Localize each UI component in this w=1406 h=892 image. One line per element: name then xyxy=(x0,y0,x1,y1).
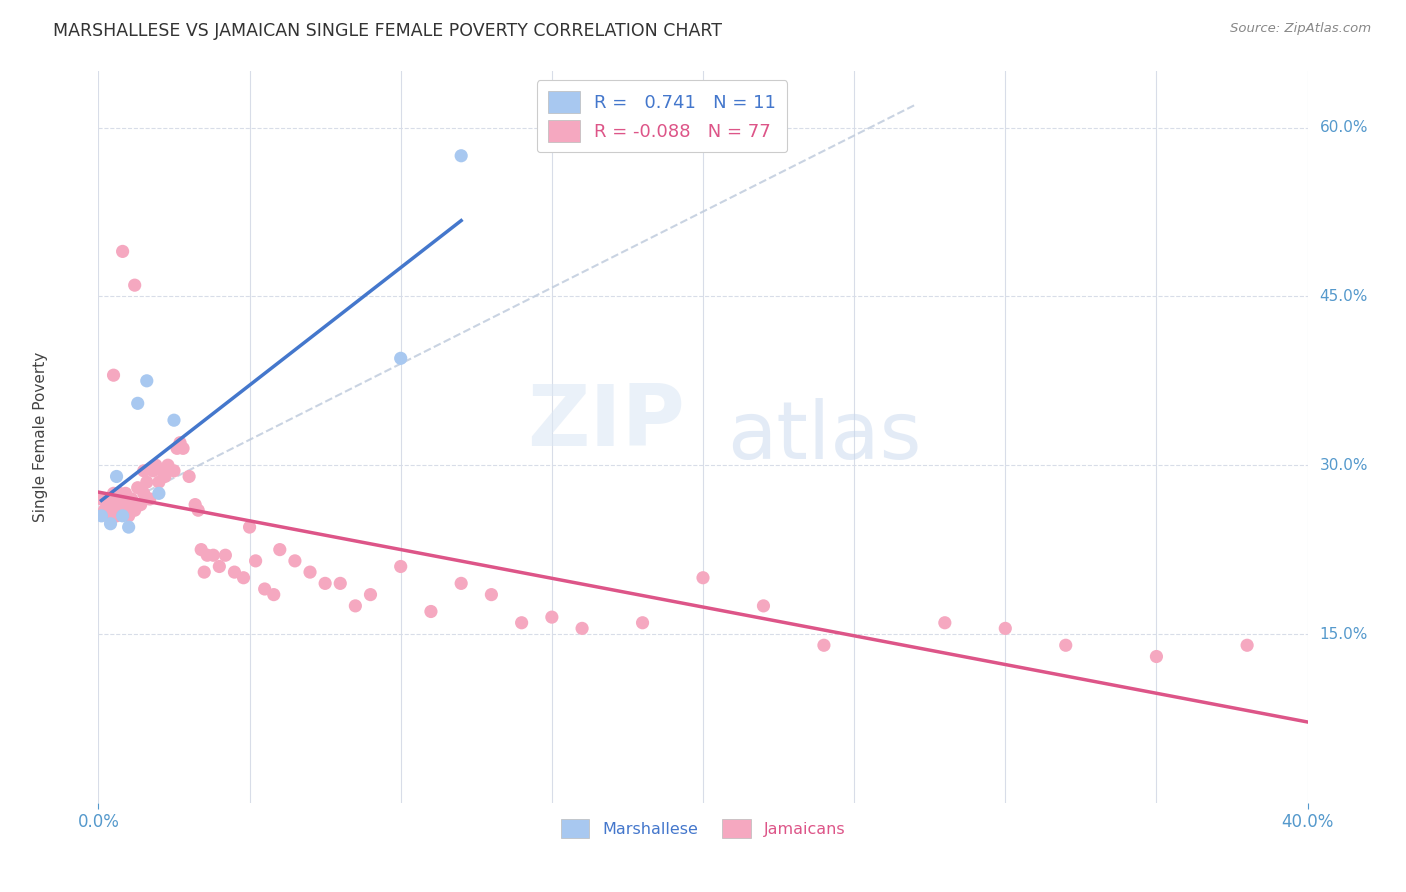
Point xyxy=(481,588,503,602)
Point xyxy=(139,491,162,506)
Point xyxy=(571,621,593,635)
Point xyxy=(118,520,141,534)
Point xyxy=(540,610,562,624)
Point xyxy=(103,368,125,383)
Point xyxy=(111,244,134,259)
Point xyxy=(169,435,191,450)
Text: 60.0%: 60.0% xyxy=(1320,120,1368,135)
Point xyxy=(105,491,128,506)
Point xyxy=(90,491,112,506)
Point xyxy=(195,548,218,562)
Point xyxy=(510,615,533,630)
Point xyxy=(1236,638,1258,652)
Point xyxy=(153,469,176,483)
Point xyxy=(93,503,115,517)
Point xyxy=(389,559,412,574)
Text: ZIP: ZIP xyxy=(527,381,685,464)
Point xyxy=(1144,649,1167,664)
Point xyxy=(284,554,307,568)
Point xyxy=(344,599,367,613)
Point xyxy=(813,638,835,652)
Point xyxy=(96,491,118,506)
Point xyxy=(124,278,146,293)
Point xyxy=(150,464,173,478)
Point xyxy=(108,498,131,512)
Point xyxy=(118,491,141,506)
Point xyxy=(135,374,157,388)
Point xyxy=(111,508,134,523)
Point xyxy=(420,605,443,619)
Point xyxy=(208,559,231,574)
Point xyxy=(114,486,136,500)
Point xyxy=(166,442,188,456)
Point xyxy=(184,498,207,512)
Point xyxy=(163,413,186,427)
Text: 15.0%: 15.0% xyxy=(1320,626,1368,641)
Point xyxy=(314,576,336,591)
Point xyxy=(245,554,267,568)
Point xyxy=(163,464,186,478)
Point xyxy=(269,542,291,557)
Text: 30.0%: 30.0% xyxy=(1320,458,1368,473)
Point xyxy=(105,469,128,483)
Point xyxy=(239,520,262,534)
Point xyxy=(103,503,125,517)
Point xyxy=(111,498,134,512)
Text: Source: ZipAtlas.com: Source: ZipAtlas.com xyxy=(1230,22,1371,36)
Point xyxy=(253,582,276,596)
Point xyxy=(135,475,157,489)
Point xyxy=(202,548,225,562)
Legend: Marshallese, Jamaicans: Marshallese, Jamaicans xyxy=(553,811,853,846)
Point xyxy=(142,464,165,478)
Point xyxy=(193,565,215,579)
Text: Single Female Poverty: Single Female Poverty xyxy=(32,352,48,522)
Point xyxy=(692,571,714,585)
Point xyxy=(148,475,170,489)
Point xyxy=(121,498,143,512)
Point xyxy=(108,486,131,500)
Point xyxy=(224,565,246,579)
Point xyxy=(360,588,382,602)
Point xyxy=(127,396,149,410)
Point xyxy=(121,491,143,506)
Point xyxy=(450,576,472,591)
Text: MARSHALLESE VS JAMAICAN SINGLE FEMALE POVERTY CORRELATION CHART: MARSHALLESE VS JAMAICAN SINGLE FEMALE PO… xyxy=(53,22,723,40)
Point xyxy=(450,149,472,163)
Point xyxy=(232,571,254,585)
Point xyxy=(190,542,212,557)
Point xyxy=(132,464,155,478)
Point xyxy=(389,351,412,366)
Point xyxy=(214,548,236,562)
Point xyxy=(103,486,125,500)
Point xyxy=(172,442,194,456)
Point xyxy=(90,508,112,523)
Point xyxy=(100,498,122,512)
Point xyxy=(129,498,152,512)
Point xyxy=(1054,638,1077,652)
Point xyxy=(299,565,322,579)
Point xyxy=(187,503,209,517)
Point xyxy=(114,503,136,517)
Point xyxy=(124,503,146,517)
Point xyxy=(631,615,654,630)
Point xyxy=(132,486,155,500)
Point xyxy=(111,503,134,517)
Point xyxy=(105,508,128,523)
Point xyxy=(118,508,141,523)
Point xyxy=(179,469,201,483)
Point xyxy=(752,599,775,613)
Text: 45.0%: 45.0% xyxy=(1320,289,1368,304)
Point xyxy=(934,615,956,630)
Point xyxy=(127,481,149,495)
Text: atlas: atlas xyxy=(727,398,921,476)
Point xyxy=(263,588,285,602)
Point xyxy=(96,508,118,523)
Point xyxy=(156,458,179,473)
Point xyxy=(145,458,167,473)
Point xyxy=(994,621,1017,635)
Point xyxy=(148,486,170,500)
Point xyxy=(100,516,122,531)
Point xyxy=(329,576,352,591)
